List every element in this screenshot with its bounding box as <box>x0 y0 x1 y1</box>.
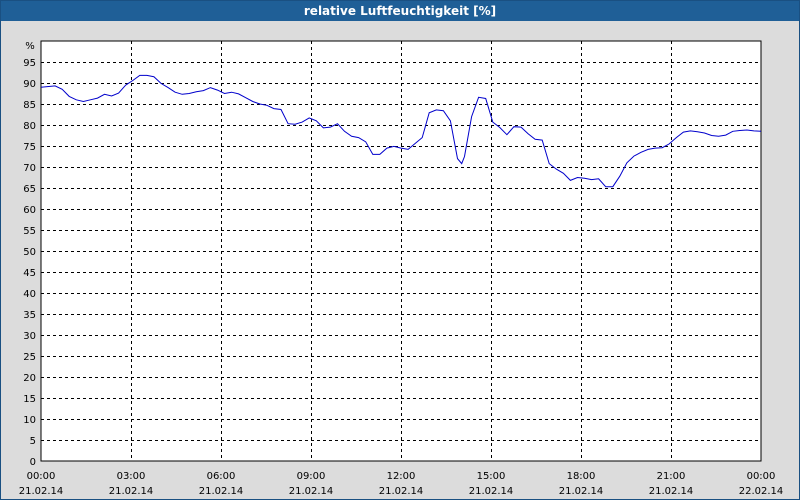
y-tick-label: 10 <box>23 415 36 426</box>
x-tick-date-label: 21.02.14 <box>289 486 334 497</box>
x-tick-time-label: 21:00 <box>657 471 686 482</box>
y-tick-label: 80 <box>23 121 36 132</box>
x-tick-time-label: 12:00 <box>387 471 416 482</box>
y-tick-label: 65 <box>23 184 36 195</box>
grid-lines <box>41 41 761 461</box>
chart-title: relative Luftfeuchtigkeit [%] <box>1 1 799 21</box>
y-tick-label: 30 <box>23 331 36 342</box>
y-tick-label: 0 <box>30 457 36 468</box>
y-tick-label: 50 <box>23 247 36 258</box>
y-tick-label: 95 <box>23 58 36 69</box>
humidity-series-line <box>40 74 762 188</box>
x-tick-date-label: 21.02.14 <box>649 486 694 497</box>
x-tick-time-label: 03:00 <box>117 471 146 482</box>
y-tick-label: 55 <box>23 226 36 237</box>
y-tick-label: 15 <box>23 394 36 405</box>
y-axis-labels: 0 5 10 15 20 25 30 35 40 45 50 55 60 65 70 75 80 85 90 95 <box>23 58 36 468</box>
y-tick-label: 20 <box>23 373 36 384</box>
x-tick-time-label: 15:00 <box>477 471 506 482</box>
y-tick-label: 25 <box>23 352 36 363</box>
y-axis-unit: % <box>25 41 35 52</box>
x-tick-date-label: 22.02.14 <box>739 486 784 497</box>
y-tick-label: 5 <box>30 436 36 447</box>
x-axis-labels: 00:00 21.02.14 03:00 21.02.14 06:00 21.02.14 0… <box>19 471 784 497</box>
y-tick-label: 35 <box>23 310 36 321</box>
x-tick-date-label: 21.02.14 <box>199 486 244 497</box>
y-tick-label: 75 <box>23 142 36 153</box>
x-tick-time-label: 00:00 <box>747 471 776 482</box>
y-tick-label: 85 <box>23 100 36 111</box>
x-tick-time-label: 09:00 <box>297 471 326 482</box>
y-tick-label: 60 <box>23 205 36 216</box>
x-tick-date-label: 21.02.14 <box>379 486 424 497</box>
x-tick-time-label: 06:00 <box>207 471 236 482</box>
x-tick-date-label: 21.02.14 <box>109 486 154 497</box>
x-tick-time-label: 00:00 <box>27 471 56 482</box>
y-tick-label: 45 <box>23 268 36 279</box>
x-tick-date-label: 21.02.14 <box>19 486 64 497</box>
x-tick-time-label: 18:00 <box>567 471 596 482</box>
y-tick-label: 70 <box>23 163 36 174</box>
y-tick-label: 40 <box>23 289 36 300</box>
x-tick-date-label: 21.02.14 <box>559 486 604 497</box>
x-tick-date-label: 21.02.14 <box>469 486 514 497</box>
y-tick-label: 90 <box>23 79 36 90</box>
